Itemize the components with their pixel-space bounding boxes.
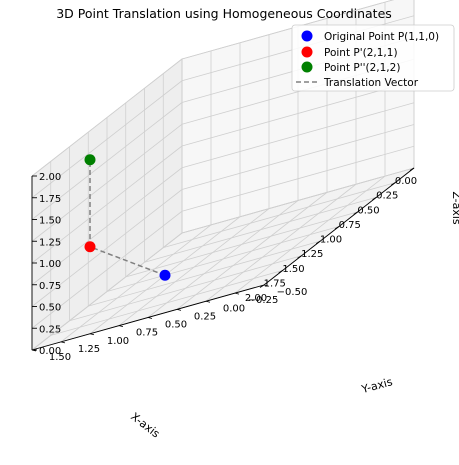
z-tick-label: 0.25	[39, 324, 61, 335]
x-axis-label: X-axis	[128, 410, 162, 441]
x-tick-mark	[278, 269, 283, 274]
back-wall-gridline	[31, 232, 183, 351]
z-tick-label: 1.50	[39, 216, 61, 227]
y-tick-label: 0.00	[223, 303, 245, 314]
legend-box	[291, 24, 455, 92]
x-tick-label: 1.75	[264, 278, 286, 289]
z-tick-label: 1.00	[39, 259, 61, 270]
floor-gridline	[205, 183, 357, 302]
floor-gridline	[147, 200, 299, 318]
left-wall-gridline	[181, 80, 415, 147]
y-tick-mark	[60, 341, 66, 344]
x-tick-label: 1.50	[282, 264, 304, 275]
floor-gridline	[118, 208, 270, 326]
x-tick-label: 0.75	[339, 220, 361, 231]
left-wall-gridline	[181, 167, 415, 234]
y-tick-label: −0.25	[248, 295, 279, 306]
y-tick-label: −0.50	[277, 287, 308, 298]
floor-gridline	[60, 224, 212, 343]
x-tick-mark	[372, 196, 377, 201]
y-tick-mark	[263, 284, 269, 287]
x-tick-label: 1.00	[320, 235, 342, 246]
back-wall-gridline	[31, 145, 183, 264]
back-wall-gridline	[31, 210, 183, 329]
floor-gridline	[176, 192, 328, 310]
y-axis-label: Y-axis	[359, 375, 394, 396]
x-tick-mark	[391, 182, 396, 186]
legend-label-1: Point P'(2,1,1)	[324, 47, 398, 59]
legend-marker-1	[301, 46, 313, 58]
legend-marker-0	[301, 30, 313, 42]
back-wall-gridline	[31, 58, 183, 177]
chart-title: 3D Point Translation using Homogeneous C…	[56, 6, 392, 21]
y-tick-label: 0.50	[165, 320, 187, 331]
left-wall-gridline	[181, 145, 415, 212]
legend-marker-2	[301, 61, 313, 73]
y-tick-label: 1.50	[49, 352, 71, 363]
back-wall-gridline	[31, 102, 183, 220]
z-tick-label: 1.25	[39, 237, 61, 248]
y-tick-label: 1.00	[107, 336, 129, 347]
x-tick-mark	[334, 226, 340, 230]
y-tick-mark	[234, 292, 240, 295]
y-tick-label: 0.25	[194, 311, 216, 322]
z-tick-label: 2.00	[39, 172, 61, 183]
y-tick-mark	[89, 333, 95, 336]
y-tick-label: 1.25	[78, 344, 100, 355]
x-tick-label: 2.00	[245, 293, 267, 304]
y-tick-mark	[205, 300, 211, 303]
z-tick-label: 0.75	[39, 281, 61, 292]
z-tick-label: 1.75	[39, 194, 61, 205]
z-axis-label: Z-axis	[450, 191, 459, 225]
z-tick-label: 0.00	[39, 346, 61, 357]
point-marker-0	[159, 269, 171, 281]
y-tick-label: 0.75	[136, 328, 158, 339]
x-tick-label: 0.00	[395, 176, 417, 187]
back-wall-gridline	[31, 80, 183, 199]
x-tick-mark	[353, 211, 358, 215]
z-tick-label: 0.50	[39, 303, 61, 314]
y-tick-mark	[176, 308, 182, 311]
legend-label-2: Point P''(2,1,2)	[324, 62, 400, 74]
back-wall-gridline	[31, 123, 183, 242]
floor-gridline	[234, 175, 386, 294]
x-tick-label: 0.50	[357, 205, 379, 216]
left-wall-gridline	[181, 124, 415, 190]
x-tick-mark	[316, 240, 321, 245]
point-marker-1	[84, 241, 96, 253]
y-tick-mark	[118, 325, 124, 328]
x-tick-mark	[409, 167, 415, 171]
back-wall-gridline	[31, 167, 183, 286]
left-wall-gridline	[181, 102, 415, 169]
x-tick-label: 1.25	[301, 249, 323, 260]
point-marker-2	[84, 154, 96, 166]
legend-label-0: Original Point P(1,1,0)	[324, 31, 439, 43]
y-tick-mark	[147, 317, 153, 319]
back-wall-gridline	[31, 189, 183, 307]
x-tick-mark	[297, 255, 302, 259]
legend-label-line: Translation Vector	[323, 77, 419, 89]
x-tick-mark	[259, 284, 265, 288]
x-tick-label: 0.25	[376, 191, 398, 202]
